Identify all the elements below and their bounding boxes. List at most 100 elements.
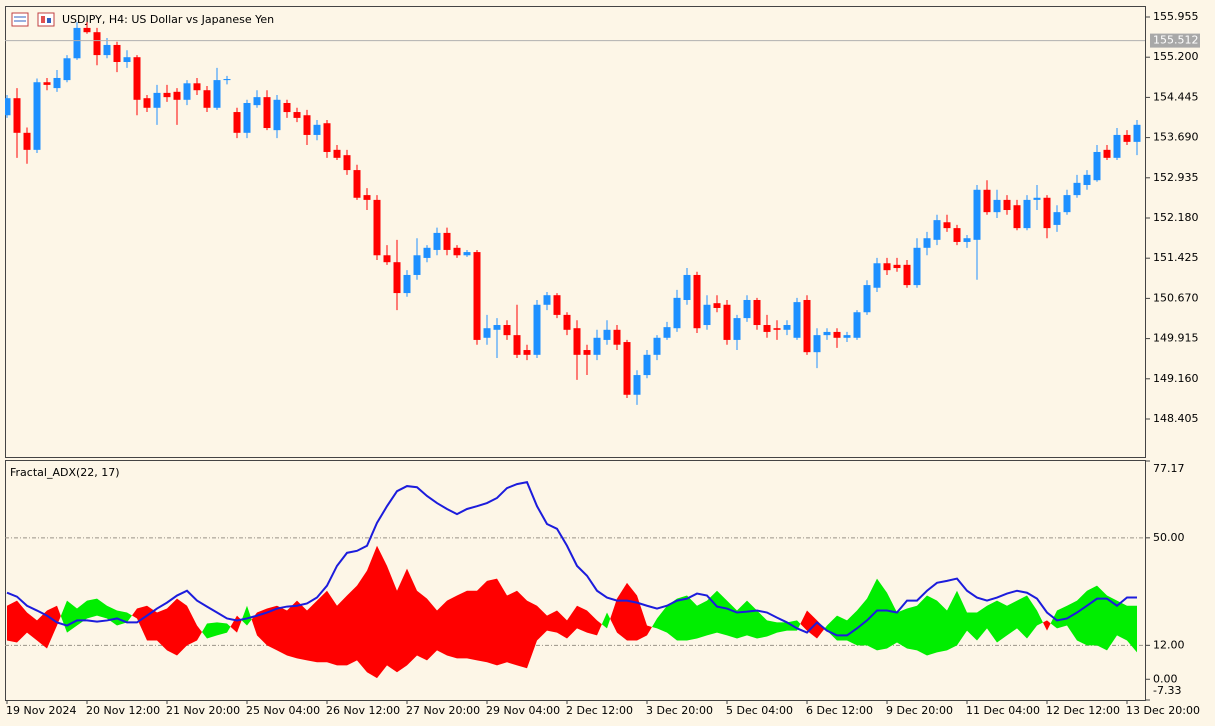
candle-body <box>483 328 491 338</box>
candle-body <box>933 220 941 240</box>
y-tick-label: 155.200 <box>1153 50 1199 63</box>
band <box>137 605 147 641</box>
candle-body <box>863 285 871 313</box>
band <box>177 598 187 656</box>
x-tick-label: 5 Dec 04:00 <box>726 704 793 717</box>
candle-body <box>943 222 951 229</box>
band <box>397 568 407 673</box>
y-tick-label: 0.00 <box>1153 672 1178 685</box>
candle-body <box>693 274 701 329</box>
band <box>857 598 867 646</box>
x-tick-label: 3 Dec 20:00 <box>646 704 713 717</box>
main-plot <box>5 22 1145 405</box>
candle-body <box>433 232 441 250</box>
candle-body <box>993 199 1001 213</box>
candle-body <box>203 90 211 108</box>
candle-body <box>813 335 821 353</box>
candle-body <box>273 99 281 131</box>
candle-body <box>753 299 761 326</box>
band <box>1007 600 1017 636</box>
band <box>367 545 377 679</box>
band <box>800 610 807 631</box>
band <box>202 623 207 639</box>
band <box>207 622 217 639</box>
candle-body <box>313 124 321 135</box>
band <box>307 600 317 663</box>
band <box>297 600 307 661</box>
main-panel-frame <box>5 6 1146 458</box>
last-price-box <box>1150 33 1200 48</box>
candle-body <box>403 274 411 294</box>
band <box>652 618 657 629</box>
candle-body <box>913 247 921 286</box>
band <box>317 590 327 663</box>
candle-body <box>953 228 961 242</box>
candle-body <box>533 304 541 355</box>
indicator-plot <box>5 480 1145 679</box>
band <box>417 590 427 661</box>
candle-body <box>613 329 621 345</box>
band <box>887 592 897 649</box>
band <box>1117 600 1127 641</box>
candle-body <box>823 331 831 336</box>
band <box>457 590 467 659</box>
y-tick-label: 150.670 <box>1153 291 1199 304</box>
band <box>1042 620 1047 631</box>
band <box>837 615 847 641</box>
band <box>917 595 927 656</box>
x-tick-label: 13 Dec 20:00 <box>1126 704 1200 717</box>
candle-body <box>1003 199 1011 211</box>
y-tick-label: -7.33 <box>1153 684 1181 697</box>
band <box>677 595 687 641</box>
candle-body <box>1013 205 1021 229</box>
header-icons <box>11 12 55 27</box>
band <box>577 605 587 633</box>
candle-body <box>833 331 841 338</box>
candle-body <box>163 92 171 98</box>
candle-body <box>1133 124 1141 142</box>
band <box>957 590 967 646</box>
candle-body <box>173 91 181 100</box>
band <box>610 598 617 633</box>
band <box>437 600 447 656</box>
candle-body <box>353 170 361 198</box>
candle-body <box>593 337 601 355</box>
candle-body <box>13 98 21 133</box>
candle-body <box>573 328 581 355</box>
x-tick-label: 2 Dec 12:00 <box>566 704 633 717</box>
candle-body <box>793 302 801 338</box>
candle-body <box>563 314 571 330</box>
band <box>407 568 417 666</box>
candle-body <box>193 83 201 91</box>
candle-body <box>1063 195 1071 213</box>
band <box>1077 590 1087 646</box>
band <box>547 610 557 633</box>
candle-body <box>683 274 691 300</box>
candle-body <box>113 44 121 62</box>
band <box>601 612 607 629</box>
x-tick-label: 21 Nov 20:00 <box>166 704 240 717</box>
indicator-panel-frame <box>5 460 1146 701</box>
candle-body <box>83 27 91 33</box>
candle-body <box>733 318 741 340</box>
band <box>1057 605 1067 629</box>
band <box>287 600 297 659</box>
candle-body <box>1123 134 1131 142</box>
band <box>247 605 252 626</box>
band <box>667 598 677 641</box>
band <box>167 598 177 656</box>
y-tick-label: 50.00 <box>1153 531 1185 544</box>
band <box>967 612 977 641</box>
candle-body <box>513 335 521 355</box>
candle-body <box>453 247 461 256</box>
band <box>777 622 787 633</box>
candle-body <box>553 295 561 315</box>
candle-body <box>623 342 631 395</box>
band <box>587 610 597 636</box>
band <box>77 600 87 626</box>
x-tick-label: 9 Dec 20:00 <box>886 704 953 717</box>
band <box>377 545 387 679</box>
band <box>267 605 277 651</box>
band <box>687 595 697 641</box>
